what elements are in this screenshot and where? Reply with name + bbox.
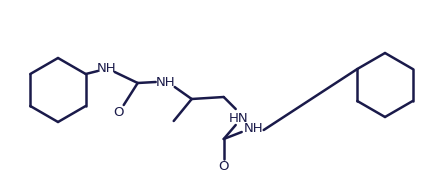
Text: O: O [114, 105, 124, 119]
Text: NH: NH [244, 122, 264, 134]
Text: O: O [219, 159, 229, 172]
Text: HN: HN [229, 112, 249, 125]
Text: NH: NH [97, 61, 117, 75]
Text: NH: NH [156, 75, 176, 88]
